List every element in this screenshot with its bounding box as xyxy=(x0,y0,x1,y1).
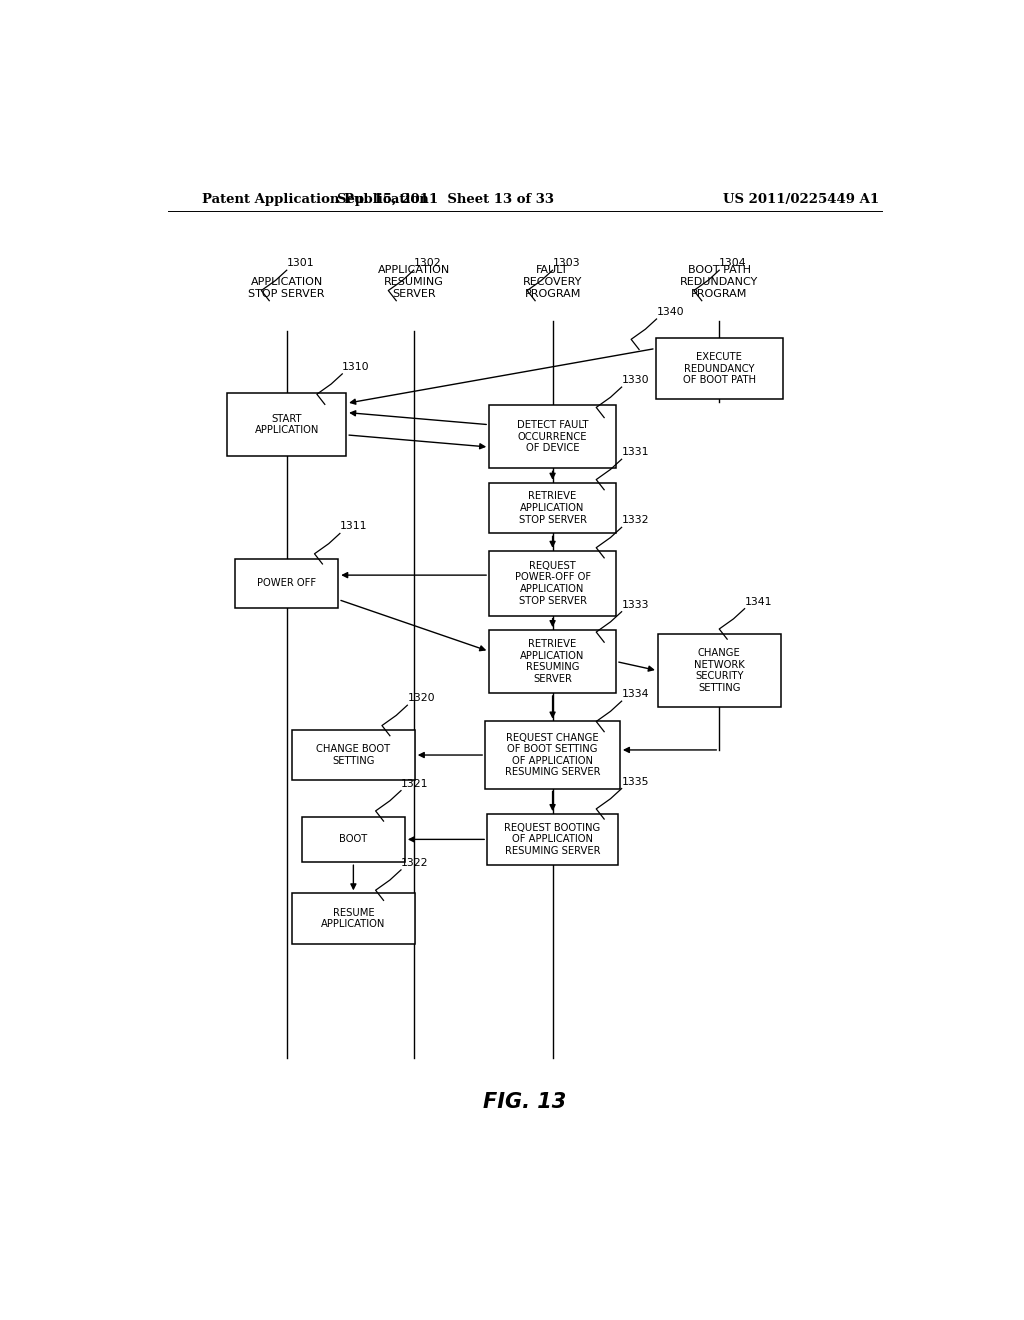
Text: REQUEST CHANGE
OF BOOT SETTING
OF APPLICATION
RESUMING SERVER: REQUEST CHANGE OF BOOT SETTING OF APPLIC… xyxy=(505,733,600,777)
Text: APPLICATION
STOP SERVER: APPLICATION STOP SERVER xyxy=(249,277,325,298)
Text: APPLICATION
RESUMING
SERVER: APPLICATION RESUMING SERVER xyxy=(378,265,450,298)
Bar xyxy=(302,817,404,862)
Text: 1302: 1302 xyxy=(414,259,441,268)
Text: 1341: 1341 xyxy=(744,597,772,607)
Text: 1332: 1332 xyxy=(622,515,649,525)
Text: FAULT
RECOVERY
PROGRAM: FAULT RECOVERY PROGRAM xyxy=(523,265,583,298)
Text: BOOT: BOOT xyxy=(339,834,368,845)
Bar xyxy=(487,814,618,865)
Text: 1310: 1310 xyxy=(342,362,370,372)
Bar xyxy=(489,405,616,469)
Text: Sep. 15, 2011  Sheet 13 of 33: Sep. 15, 2011 Sheet 13 of 33 xyxy=(337,193,554,206)
Text: 1320: 1320 xyxy=(408,693,435,704)
Bar xyxy=(292,894,415,944)
Text: 1330: 1330 xyxy=(622,375,649,385)
Bar xyxy=(655,338,782,399)
Text: POWER OFF: POWER OFF xyxy=(257,578,316,589)
Text: 1334: 1334 xyxy=(622,689,649,700)
Text: 1340: 1340 xyxy=(656,308,684,317)
Text: 1335: 1335 xyxy=(622,776,649,787)
Bar xyxy=(489,550,616,616)
Bar xyxy=(489,630,616,693)
Text: CHANGE BOOT
SETTING: CHANGE BOOT SETTING xyxy=(316,744,390,766)
Text: 1304: 1304 xyxy=(719,259,746,268)
Text: REQUEST BOOTING
OF APPLICATION
RESUMING SERVER: REQUEST BOOTING OF APPLICATION RESUMING … xyxy=(505,822,601,855)
Text: START
APPLICATION: START APPLICATION xyxy=(255,414,318,436)
Text: 1321: 1321 xyxy=(401,779,428,788)
Bar xyxy=(292,730,415,780)
Text: CHANGE
NETWORK
SECURITY
SETTING: CHANGE NETWORK SECURITY SETTING xyxy=(694,648,744,693)
Bar xyxy=(227,393,346,457)
Text: 1331: 1331 xyxy=(622,447,649,457)
Text: REQUEST
POWER-OFF OF
APPLICATION
STOP SERVER: REQUEST POWER-OFF OF APPLICATION STOP SE… xyxy=(514,561,591,606)
Text: 1333: 1333 xyxy=(622,599,649,610)
Text: BOOT PATH
REDUNDANCY
PROGRAM: BOOT PATH REDUNDANCY PROGRAM xyxy=(680,265,759,298)
Text: DETECT FAULT
OCCURRENCE
OF DEVICE: DETECT FAULT OCCURRENCE OF DEVICE xyxy=(517,420,589,454)
Text: FIG. 13: FIG. 13 xyxy=(483,1092,566,1111)
Text: 1303: 1303 xyxy=(553,259,581,268)
Bar xyxy=(236,558,338,607)
Text: RETRIEVE
APPLICATION
STOP SERVER: RETRIEVE APPLICATION STOP SERVER xyxy=(518,491,587,524)
Text: US 2011/0225449 A1: US 2011/0225449 A1 xyxy=(723,193,880,206)
Bar xyxy=(489,483,616,533)
Bar xyxy=(485,722,620,788)
Text: EXECUTE
REDUNDANCY
OF BOOT PATH: EXECUTE REDUNDANCY OF BOOT PATH xyxy=(683,352,756,385)
Text: Patent Application Publication: Patent Application Publication xyxy=(202,193,429,206)
Text: 1311: 1311 xyxy=(340,521,368,532)
Bar xyxy=(657,634,780,708)
Text: 1322: 1322 xyxy=(401,858,428,867)
Text: 1301: 1301 xyxy=(287,259,314,268)
Text: RETRIEVE
APPLICATION
RESUMING
SERVER: RETRIEVE APPLICATION RESUMING SERVER xyxy=(520,639,585,684)
Text: RESUME
APPLICATION: RESUME APPLICATION xyxy=(322,908,386,929)
